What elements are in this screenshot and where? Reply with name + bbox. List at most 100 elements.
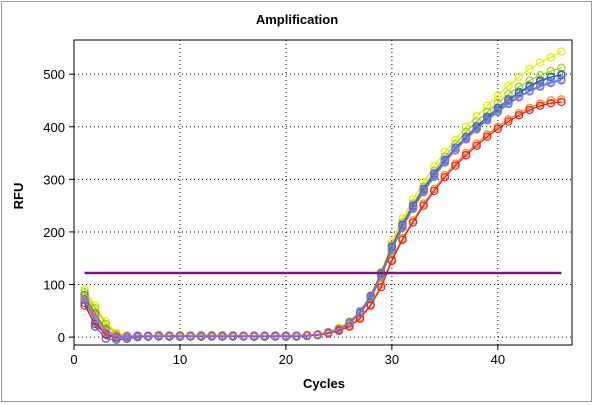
data-point [482,101,492,110]
plot-border [73,39,573,346]
data-point [101,317,111,326]
data-point [260,331,269,341]
data-point [514,93,524,102]
data-point [451,161,460,170]
data-point [493,98,503,108]
y-tick-label: 500 [43,67,65,82]
y-tick-label: 300 [43,172,65,187]
data-point [90,314,100,323]
chart-title: Amplification [256,12,338,27]
data-point [546,53,556,62]
data-point [535,82,545,92]
data-point [525,64,534,74]
data-point [514,110,524,120]
data-point [408,203,418,212]
data-point [313,330,322,339]
series-8 [80,76,566,341]
data-point [122,332,132,341]
data-point [461,122,471,132]
data-point [218,331,227,341]
data-point [302,331,312,340]
data-point [472,125,481,134]
data-point [334,324,344,334]
data-point [525,81,534,91]
data-point [557,47,566,56]
y-axis-label: RFU [11,183,26,210]
data-point [546,96,556,105]
data-point [472,141,481,150]
data-point [112,332,121,341]
data-point [535,76,545,85]
data-point [546,66,556,76]
data-point [504,95,513,104]
data-point [133,331,142,341]
y-tick-label: 100 [43,278,65,293]
data-point [482,116,492,125]
data-point [514,87,524,97]
data-point [165,331,174,341]
plot-area [74,40,572,345]
data-point [398,235,407,245]
y-tick-label: 0 [58,330,65,345]
data-point [419,201,428,210]
data-point [493,124,503,134]
data-point [387,244,397,254]
series-line [84,79,562,338]
data-point [525,76,534,85]
data-point [557,97,566,107]
x-axis-label: Cycles [303,376,345,391]
data-point [249,331,259,341]
data-point [377,270,386,279]
data-point [154,331,164,341]
data-point [493,107,503,117]
data-point [557,95,566,104]
data-point [419,186,428,196]
x-tick-label: 10 [173,352,187,367]
data-point [430,186,439,196]
data-point [175,331,185,341]
data-point [504,81,513,91]
data-point [493,90,503,100]
data-point [482,132,492,142]
y-tick-label: 200 [43,225,65,240]
data-point [525,105,534,115]
x-tick-label: 0 [70,352,77,367]
data-point [461,135,471,144]
data-point [546,78,556,88]
data-point [228,331,238,341]
data-point [398,222,407,231]
data-point [430,171,439,181]
data-point [324,328,333,337]
x-tick-label: 40 [491,352,505,367]
data-point [440,172,450,182]
data-point [377,282,386,292]
data-point [440,158,450,167]
data-point [345,318,354,328]
data-point [292,331,301,341]
data-point [239,331,248,341]
data-point [451,146,460,155]
data-point [207,331,216,341]
data-point [514,72,524,82]
x-tick-label: 20 [279,352,293,367]
data-point [557,76,566,85]
data-point [143,331,153,341]
data-point [535,101,545,110]
data-point [408,218,418,227]
data-point [80,294,89,304]
data-point [387,256,397,266]
data-point [546,98,556,108]
data-point [196,331,206,341]
x-tick-label: 30 [385,352,399,367]
data-point [271,331,280,341]
data-point [504,117,513,126]
data-point [281,331,291,341]
data-point [472,112,481,121]
data-point [366,301,375,310]
data-point [186,331,195,341]
data-point [355,308,365,318]
data-point [557,70,566,80]
data-point [504,99,513,109]
data-point [535,58,545,67]
